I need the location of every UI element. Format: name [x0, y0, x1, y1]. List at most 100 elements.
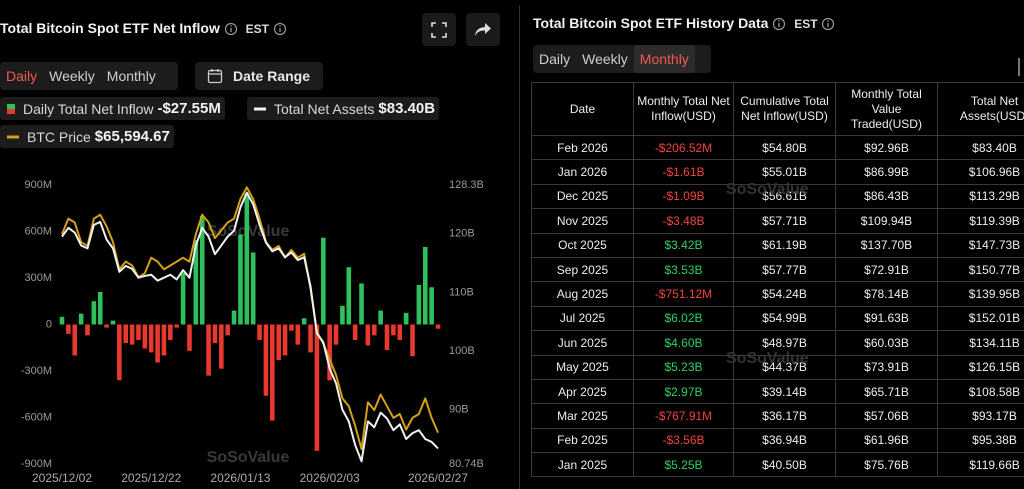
legend-item[interactable]: Total Net Assets $83.40B — [247, 97, 440, 120]
table-row: Mar 2025 -$767.91M $36.17B $57.06B $93.17B — [531, 403, 1024, 429]
header-row: Date Monthly Total Net Inflow(USD) Cumulat… — [531, 82, 1024, 136]
bar — [371, 324, 377, 336]
legend-swatch — [254, 104, 266, 114]
x-tick-label: 2025/12/22 — [121, 471, 181, 485]
y-tick-label: -300M — [21, 365, 52, 377]
table-cell: Sep 2025 — [531, 256, 634, 283]
y-tick-label: 600M — [24, 225, 52, 237]
scroll-hint — [1018, 58, 1024, 76]
bar — [257, 324, 262, 340]
table-cell: Aug 2025 — [531, 281, 634, 307]
tab[interactable]: Weekly — [49, 68, 95, 84]
tab[interactable]: Monthly — [106, 68, 156, 84]
tab[interactable]: Weekly — [582, 51, 628, 67]
bar — [289, 324, 294, 331]
timezone[interactable]: EST — [245, 22, 269, 36]
table-cell: Jan 2026 — [531, 159, 634, 185]
interval-tabs: Daily Weekly Monthly — [0, 62, 178, 90]
table-cell: $126.15B — [937, 354, 1024, 380]
column-header: Monthly Total Net Inflow(USD) — [633, 82, 734, 136]
info-icon[interactable] — [224, 22, 238, 36]
table-cell: Dec 2025 — [531, 183, 634, 210]
date-range-button[interactable]: Date Range — [195, 62, 323, 90]
table-row: Jul 2025 $6.02B $54.99B $91.63B $152.01B — [531, 305, 1024, 332]
y-tick-label: 300M — [24, 272, 52, 284]
calendar-icon — [207, 69, 223, 84]
table-cell: -$3.56B — [633, 427, 734, 454]
table-cell: $91.63B — [835, 305, 938, 332]
bar — [148, 324, 154, 353]
table-title: Total Bitcoin Spot ETF History Data — [533, 15, 769, 31]
table-cell: Jan 2025 — [531, 452, 634, 478]
table-row: Nov 2025 -$3.48B $57.71B $109.94B $119.39B — [531, 208, 1024, 234]
bar — [416, 284, 422, 325]
share-button[interactable] — [466, 13, 500, 46]
table-row: Jan 2025 $5.25B $40.50B $75.76B $119.66B — [531, 452, 1024, 478]
table-cell: $3.42B — [633, 232, 734, 258]
table-cell: Apr 2025 — [531, 378, 634, 405]
timezone[interactable]: EST — [794, 17, 818, 31]
table-cell: $2.97B — [633, 378, 734, 405]
legend-item[interactable]: BTC Price $65,594.67 — [0, 125, 174, 148]
bar — [72, 324, 78, 356]
expand-icon — [431, 21, 447, 38]
y-tick-label: -600M — [21, 411, 52, 423]
bar — [397, 324, 403, 340]
y2-tick-label: 128.3B — [449, 179, 484, 191]
bar — [295, 324, 301, 345]
table-cell: -$767.91M — [633, 403, 734, 429]
x-tick-label: 2026/02/03 — [300, 471, 360, 485]
table-cell: $3.53B — [633, 256, 734, 283]
bar — [270, 324, 275, 421]
info-icon[interactable] — [772, 17, 786, 31]
chart: SoSoValue SoSoValue 900M600M300M0-300M-6… — [21, 179, 484, 485]
bar — [187, 324, 192, 351]
table-cell: $57.71B — [733, 208, 836, 234]
table-cell: -$751.12M — [633, 281, 734, 307]
tab[interactable]: Daily — [6, 68, 38, 84]
bar — [78, 313, 84, 325]
table-cell: -$206.52M — [633, 134, 734, 161]
right-header: Total Bitcoin Spot ETF History Data EST — [533, 15, 835, 31]
bar — [155, 324, 160, 363]
tab[interactable]: Daily — [539, 51, 571, 67]
y2-tick-label: 120B — [449, 228, 475, 240]
table-cell: $36.94B — [733, 427, 836, 454]
info-icon[interactable] — [273, 22, 287, 36]
table-cell: -$1.09B — [633, 183, 734, 210]
table-cell: $106.96B — [937, 159, 1024, 185]
table-row: May 2025 $5.23B $44.37B $73.91B $126.15B — [531, 354, 1024, 380]
share-icon — [475, 22, 491, 36]
table-cell: $150.77B — [937, 256, 1024, 283]
y2-tick-label: 100B — [449, 345, 475, 357]
table-cell: $61.96B — [835, 427, 938, 454]
bar — [276, 324, 281, 361]
watermark: SoSoValue — [207, 449, 290, 466]
bar — [238, 234, 243, 325]
legend-item[interactable]: Daily Total Net Inflow -$27.55M — [0, 97, 225, 120]
info-icon[interactable] — [821, 17, 835, 31]
legend-label: Total Net Assets — [274, 100, 375, 117]
tab[interactable]: Monthly — [633, 45, 695, 73]
table-cell: $119.39B — [937, 208, 1024, 234]
table-row: Feb 2025 -$3.56B $36.94B $61.96B $95.38B — [531, 427, 1024, 454]
history-table: Date Monthly Total Net Inflow(USD) Cumulat… — [531, 82, 1024, 478]
watermark: SoSoValue — [726, 350, 809, 367]
bar — [104, 324, 109, 328]
line-series — [61, 186, 439, 451]
bar — [422, 247, 428, 325]
expand-button[interactable] — [422, 13, 456, 46]
table-row: Aug 2025 -$751.12M $54.24B $78.14B $139.95B — [531, 281, 1024, 307]
column-header: Cumulative Total Net Inflow(USD) — [733, 82, 836, 136]
bar — [301, 318, 307, 325]
table-cell: $109.94B — [835, 208, 938, 234]
table-cell: $75.76B — [835, 452, 938, 478]
bar — [174, 324, 180, 328]
table-row: Jun 2025 $4.60B $48.97B $60.03B $134.11B — [531, 330, 1024, 356]
bar — [168, 324, 173, 340]
legend-swatch — [7, 132, 19, 142]
bar — [199, 216, 205, 325]
bar — [129, 324, 135, 345]
bar — [365, 324, 371, 346]
